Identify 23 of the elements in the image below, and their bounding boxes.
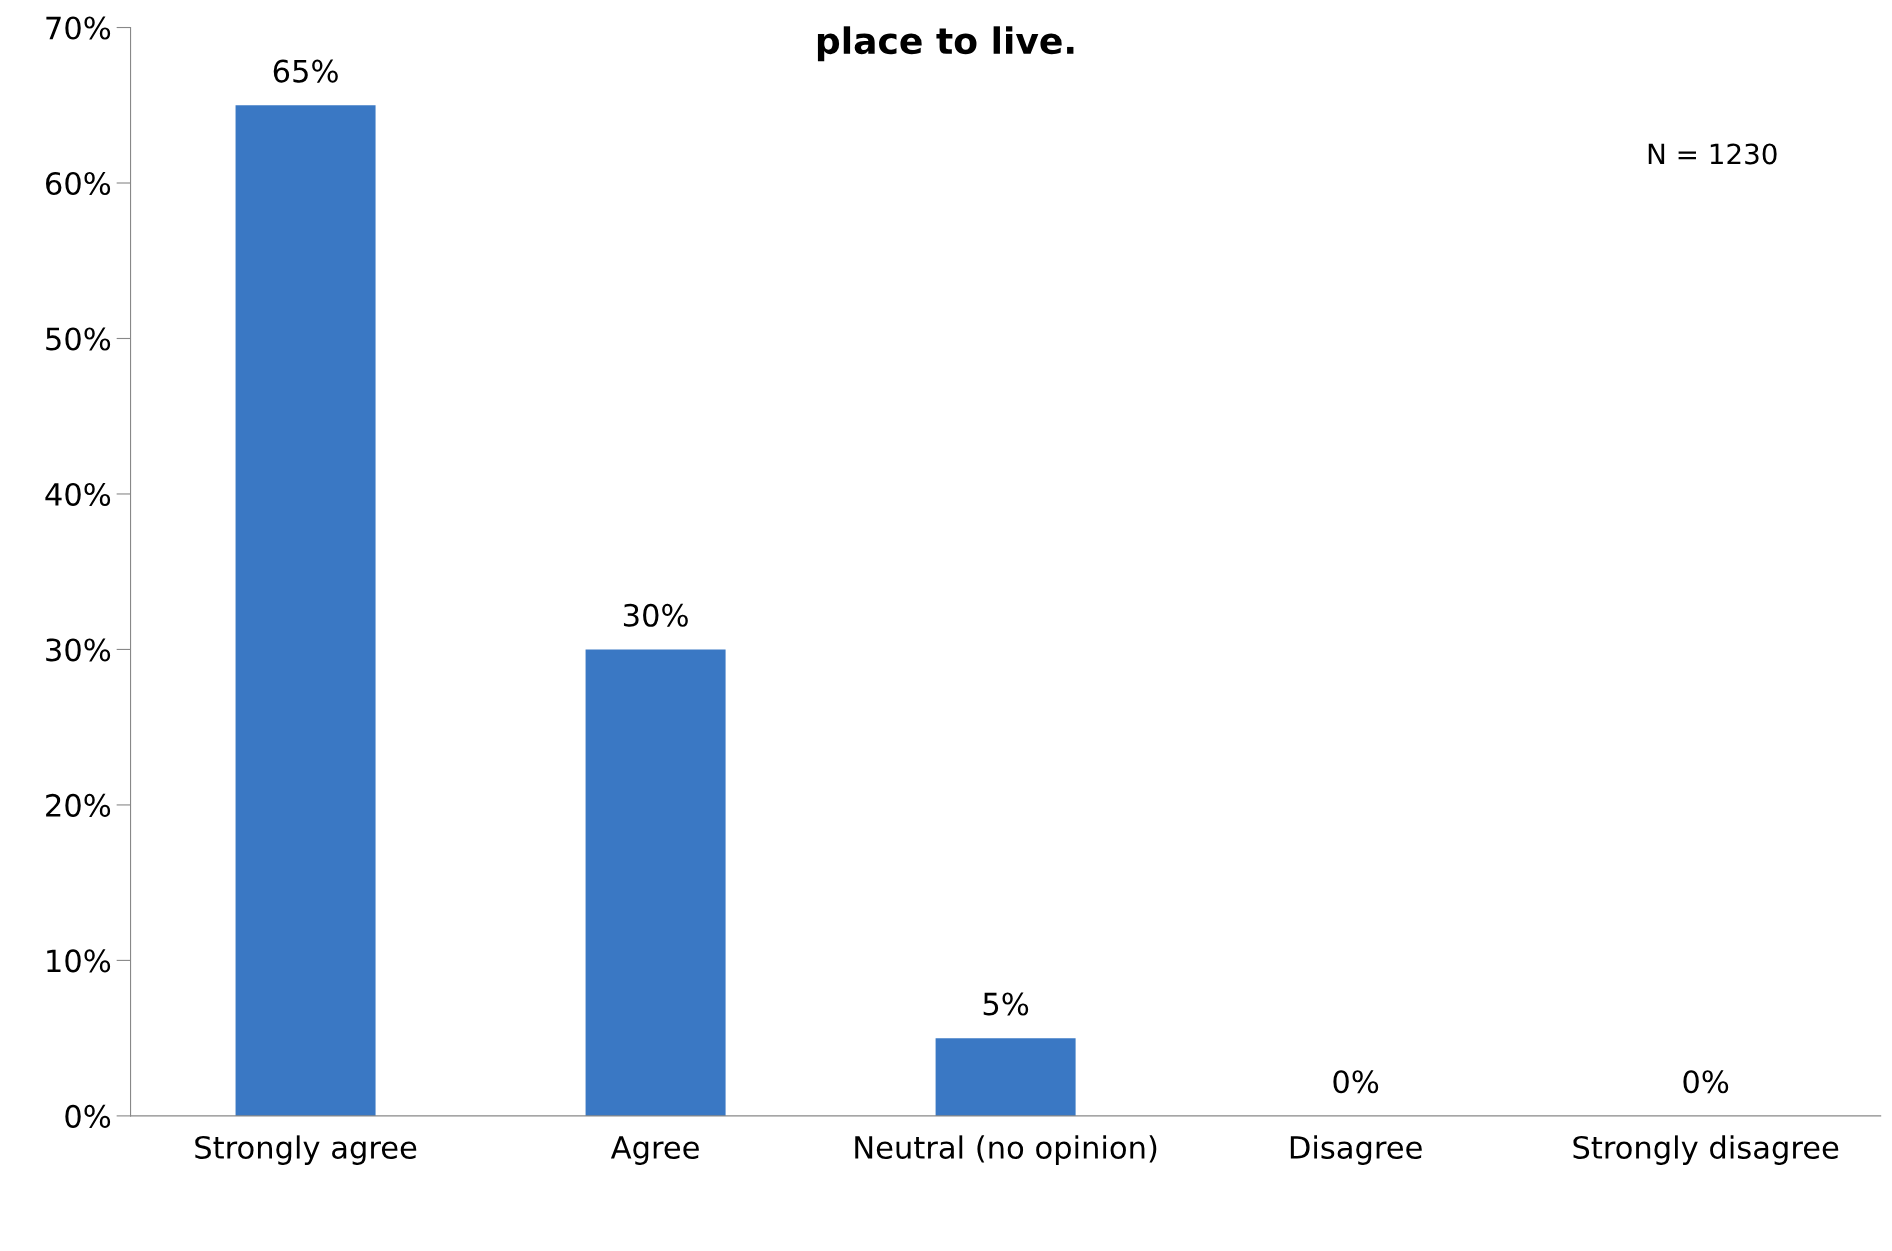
x-tick-label: Strongly disagree xyxy=(1573,1135,1839,1165)
bar xyxy=(935,1038,1076,1116)
bar xyxy=(235,105,376,1116)
x-tick-label: Disagree xyxy=(1290,1135,1422,1165)
annotation: N = 1230 xyxy=(1648,143,1777,165)
data-label: 30% xyxy=(623,603,688,627)
y-tick-label: 10% xyxy=(47,949,111,973)
data-label: 5% xyxy=(983,992,1029,1016)
data-label: 65% xyxy=(273,59,338,83)
y-tick-label: 0% xyxy=(65,1104,111,1128)
y-tick-label: 50% xyxy=(46,327,111,351)
x-tick-label: Agree xyxy=(610,1136,699,1165)
chart-title: place to live. xyxy=(817,26,1074,62)
data-label: 0% xyxy=(1683,1070,1729,1094)
y-tick-label: 70% xyxy=(46,16,111,40)
bar xyxy=(585,649,726,1116)
y-tick-label: 30% xyxy=(46,638,111,662)
y-tick-label: 40% xyxy=(45,482,111,507)
y-tick-label: 60% xyxy=(46,171,111,196)
data-label: 0% xyxy=(1333,1070,1379,1094)
x-tick-label: Neutral (no opinion) xyxy=(855,1135,1157,1165)
x-tick-label: Strongly agree xyxy=(195,1135,417,1165)
y-tick-label: 20% xyxy=(46,793,111,817)
